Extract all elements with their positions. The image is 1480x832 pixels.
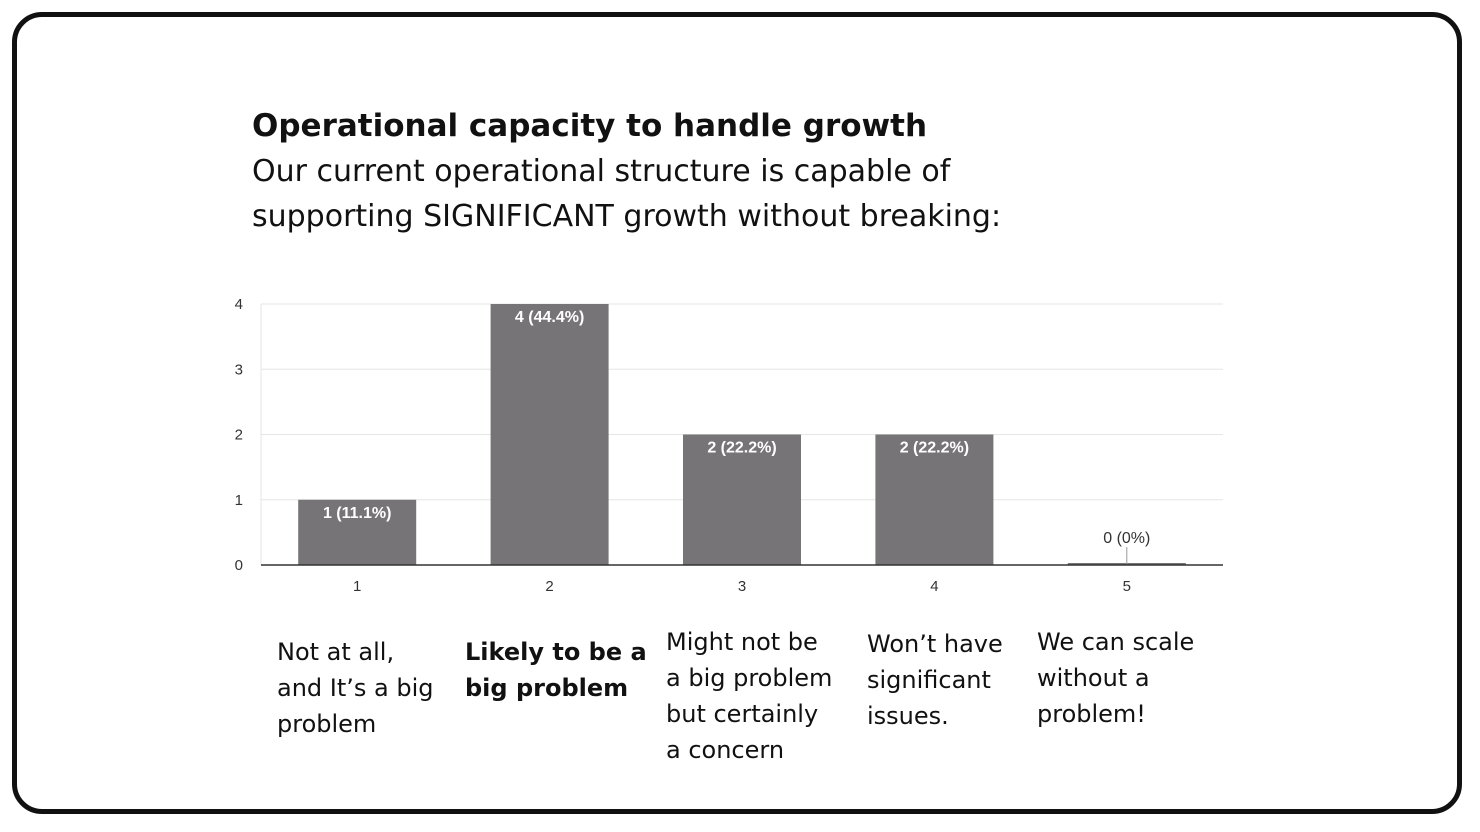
caption-option-2: Likely to be a big problem bbox=[465, 638, 647, 702]
chart-heading: Operational capacity to handle growth Ou… bbox=[252, 104, 1152, 239]
caption-option-1: Not at all, and It’s a big problem bbox=[277, 638, 434, 738]
x-tick-label: 1 bbox=[353, 578, 361, 595]
chart-subtitle-line-2: supporting SIGNIFICANT growth without br… bbox=[252, 199, 1002, 234]
bar bbox=[298, 499, 417, 565]
bar bbox=[875, 434, 994, 565]
y-tick-label: 3 bbox=[235, 361, 243, 378]
bar bbox=[490, 304, 609, 565]
x-tick-label: 5 bbox=[1123, 578, 1131, 595]
data-label: 0 (0%) bbox=[1103, 530, 1150, 547]
caption-option-4: Won’t have significant issues. bbox=[867, 630, 1003, 730]
data-label: 1 (11.1%) bbox=[323, 505, 391, 522]
data-label: 4 (44.4%) bbox=[515, 309, 584, 326]
slide-frame bbox=[12, 12, 1462, 814]
data-label: 2 (22.2%) bbox=[900, 440, 969, 457]
bar bbox=[683, 434, 801, 565]
y-tick-label: 4 bbox=[235, 296, 243, 313]
y-tick-label: 0 bbox=[235, 557, 243, 574]
x-tick-label: 4 bbox=[930, 578, 938, 595]
x-tick-label: 3 bbox=[738, 578, 746, 595]
y-tick-label: 1 bbox=[235, 492, 243, 509]
chart-subtitle-line-1: Our current operational structure is cap… bbox=[252, 154, 951, 189]
x-tick-label: 2 bbox=[545, 578, 553, 595]
caption-option-5: We can scale without a problem! bbox=[1037, 628, 1195, 728]
y-tick-label: 2 bbox=[235, 427, 243, 444]
caption-option-3: Might not be a big problem but certainly… bbox=[666, 628, 833, 764]
chart-title: Operational capacity to handle growth bbox=[252, 108, 928, 144]
data-label: 2 (22.2%) bbox=[707, 440, 776, 457]
